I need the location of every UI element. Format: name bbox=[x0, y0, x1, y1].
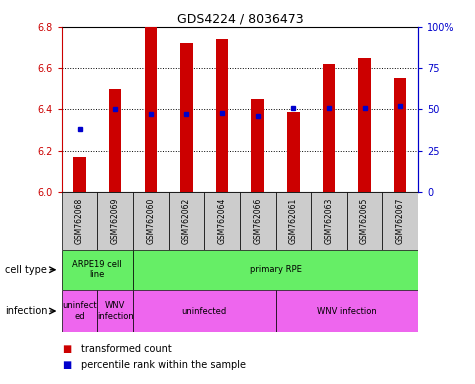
Bar bbox=[276, 290, 418, 332]
Text: GSM762069: GSM762069 bbox=[111, 198, 120, 244]
Bar bbox=[133, 250, 418, 290]
Text: GSM762068: GSM762068 bbox=[75, 198, 84, 244]
Text: GSM762063: GSM762063 bbox=[324, 198, 333, 244]
Text: GSM762067: GSM762067 bbox=[396, 198, 405, 244]
Bar bbox=[62, 290, 97, 332]
Text: GSM762062: GSM762062 bbox=[182, 198, 191, 244]
Bar bbox=[240, 192, 276, 250]
Text: uninfect
ed: uninfect ed bbox=[62, 301, 97, 321]
Text: infection: infection bbox=[5, 306, 47, 316]
Bar bbox=[287, 111, 300, 192]
Bar bbox=[394, 78, 407, 192]
Text: WNV
infection: WNV infection bbox=[97, 301, 133, 321]
Bar bbox=[204, 192, 240, 250]
Text: percentile rank within the sample: percentile rank within the sample bbox=[81, 360, 246, 370]
Text: GSM762061: GSM762061 bbox=[289, 198, 298, 244]
Bar bbox=[382, 192, 418, 250]
Bar bbox=[216, 39, 228, 192]
Bar bbox=[180, 43, 193, 192]
Bar bbox=[251, 99, 264, 192]
Bar bbox=[323, 64, 335, 192]
Text: ■: ■ bbox=[62, 360, 71, 370]
Bar bbox=[97, 192, 133, 250]
Text: transformed count: transformed count bbox=[81, 344, 171, 354]
Bar bbox=[62, 192, 97, 250]
Text: ARPE19 cell
line: ARPE19 cell line bbox=[73, 260, 122, 280]
Title: GDS4224 / 8036473: GDS4224 / 8036473 bbox=[177, 13, 303, 26]
Bar bbox=[97, 290, 133, 332]
Text: GSM762066: GSM762066 bbox=[253, 198, 262, 244]
Text: primary RPE: primary RPE bbox=[249, 265, 302, 274]
Bar bbox=[358, 58, 371, 192]
Bar bbox=[169, 192, 204, 250]
Bar bbox=[109, 89, 122, 192]
Bar bbox=[133, 290, 276, 332]
Text: GSM762065: GSM762065 bbox=[360, 198, 369, 244]
Text: cell type: cell type bbox=[5, 265, 47, 275]
Bar bbox=[276, 192, 311, 250]
Bar bbox=[133, 192, 169, 250]
Bar bbox=[311, 192, 347, 250]
Text: WNV infection: WNV infection bbox=[317, 306, 377, 316]
Text: GSM762060: GSM762060 bbox=[146, 198, 155, 244]
Text: ■: ■ bbox=[62, 344, 71, 354]
Text: uninfected: uninfected bbox=[181, 306, 227, 316]
Bar bbox=[347, 192, 382, 250]
Bar bbox=[144, 27, 157, 192]
Bar bbox=[73, 157, 86, 192]
Text: GSM762064: GSM762064 bbox=[218, 198, 227, 244]
Bar bbox=[62, 250, 133, 290]
